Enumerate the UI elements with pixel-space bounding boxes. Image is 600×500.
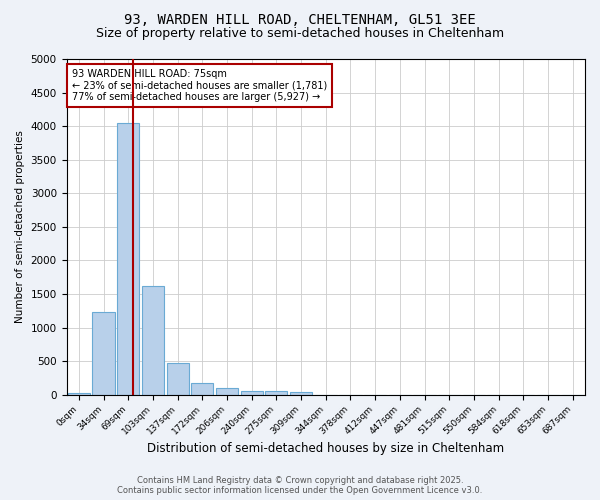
Bar <box>290 392 312 394</box>
Bar <box>68 392 90 394</box>
Text: Contains HM Land Registry data © Crown copyright and database right 2025.
Contai: Contains HM Land Registry data © Crown c… <box>118 476 482 495</box>
Bar <box>216 388 238 394</box>
Bar <box>241 390 263 394</box>
Text: 93, WARDEN HILL ROAD, CHELTENHAM, GL51 3EE: 93, WARDEN HILL ROAD, CHELTENHAM, GL51 3… <box>124 12 476 26</box>
X-axis label: Distribution of semi-detached houses by size in Cheltenham: Distribution of semi-detached houses by … <box>147 442 505 455</box>
Bar <box>191 383 214 394</box>
Text: 93 WARDEN HILL ROAD: 75sqm
← 23% of semi-detached houses are smaller (1,781)
77%: 93 WARDEN HILL ROAD: 75sqm ← 23% of semi… <box>72 69 327 102</box>
Text: Size of property relative to semi-detached houses in Cheltenham: Size of property relative to semi-detach… <box>96 28 504 40</box>
Bar <box>265 392 287 394</box>
Y-axis label: Number of semi-detached properties: Number of semi-detached properties <box>15 130 25 324</box>
Bar <box>117 123 139 394</box>
Bar <box>167 363 189 394</box>
Bar <box>92 312 115 394</box>
Bar <box>142 286 164 395</box>
